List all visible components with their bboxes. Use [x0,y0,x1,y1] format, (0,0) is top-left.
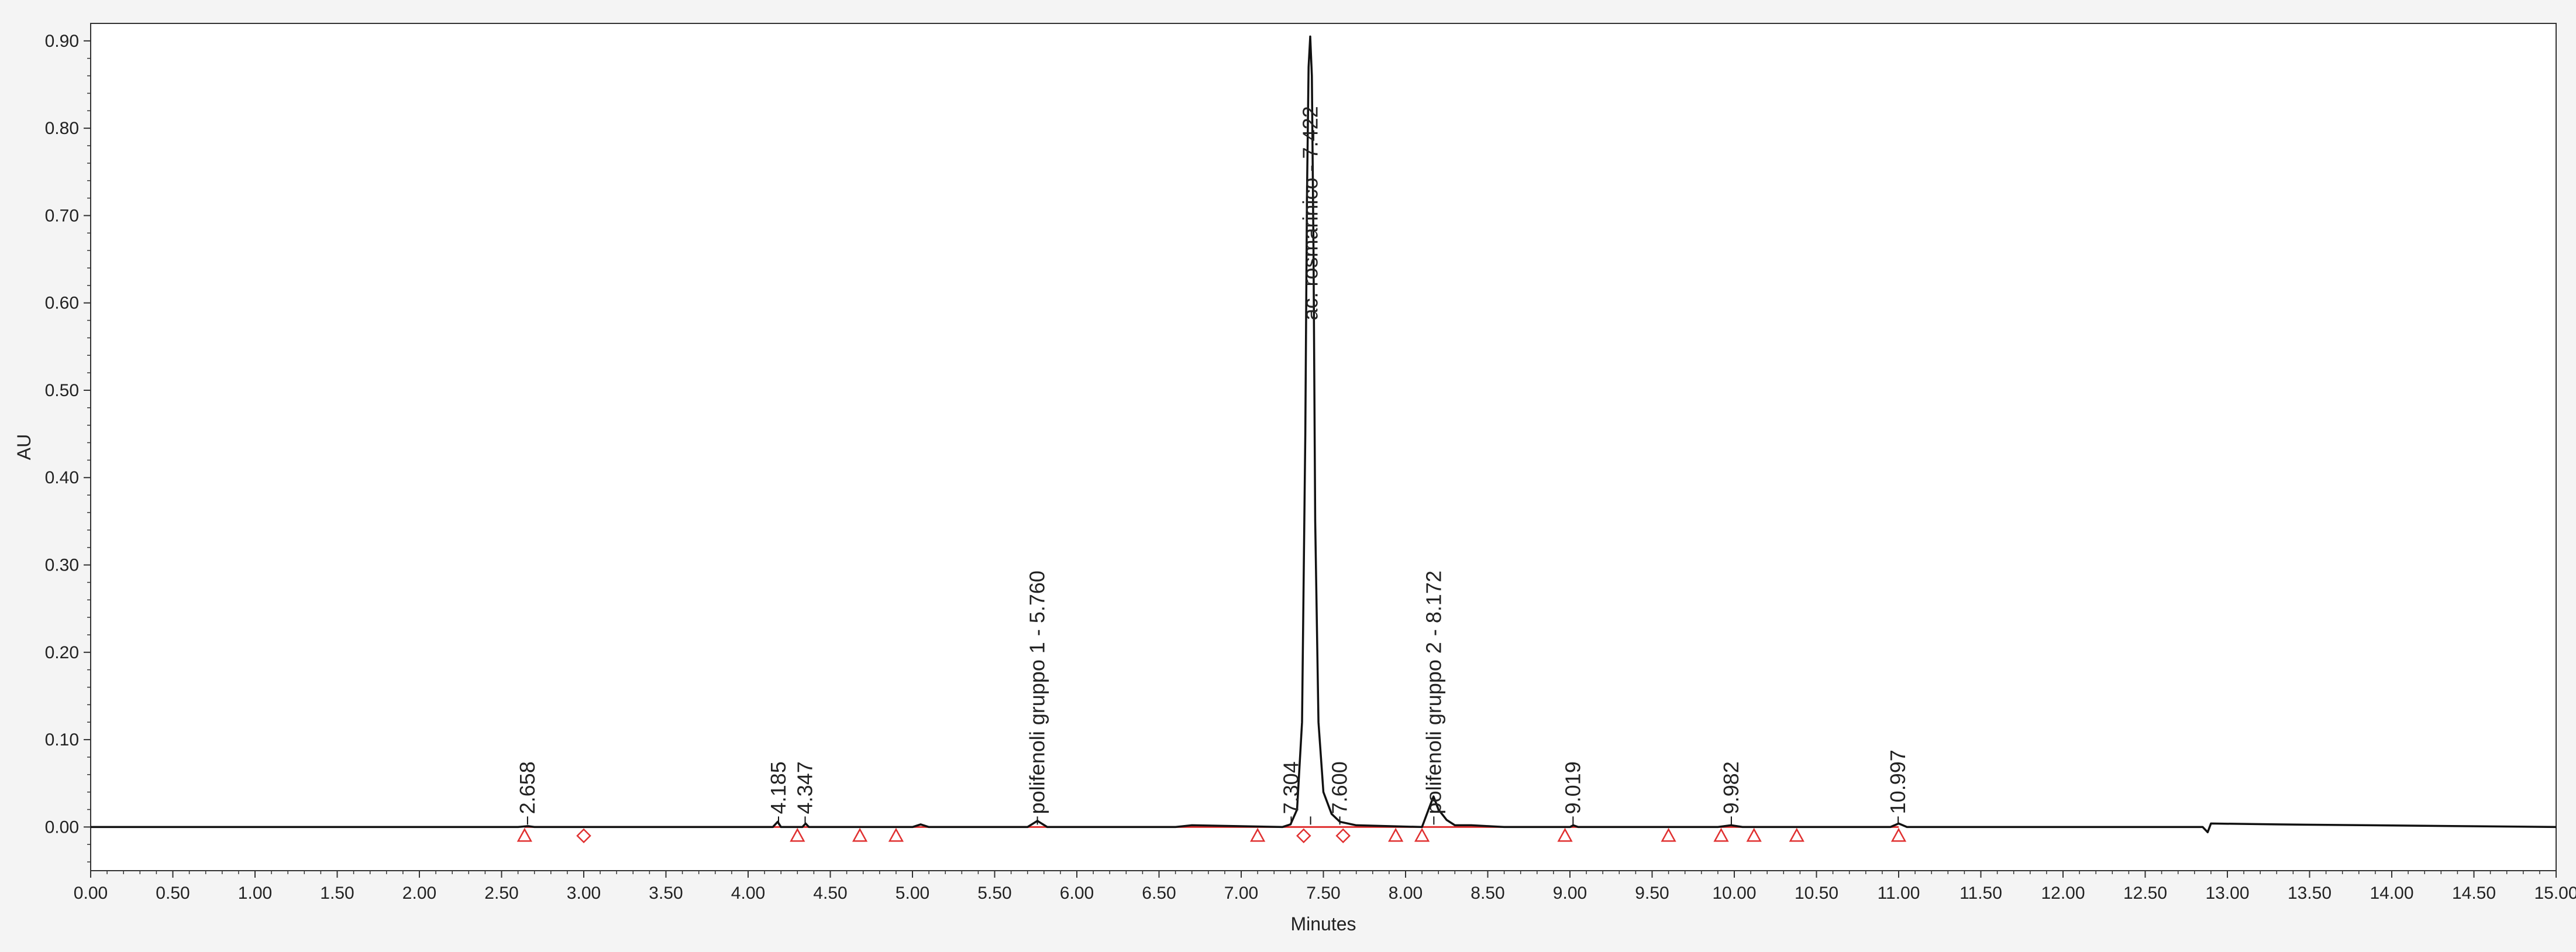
x-tick-label: 3.50 [649,884,683,903]
peak-label: 9.019 [1561,761,1585,814]
peak-start-marker [1789,827,1804,842]
x-tick-label: 1.50 [320,884,354,903]
x-tick-label: 7.00 [1224,884,1258,903]
y-tick-label: 0.20 [45,643,79,662]
x-tick-label: 15.00 [2534,884,2576,903]
peak-label: 2.658 [515,761,539,814]
x-tick-label: 11.50 [1959,884,2002,903]
peak-label: polifenoli gruppo 2 - 8.172 [1421,570,1445,814]
peak-label: 10.997 [1886,750,1910,814]
y-tick-label: 0.50 [45,381,79,400]
peak-start-marker [1661,827,1676,842]
peak-start-marker [516,827,532,842]
peak-end-marker [1335,828,1351,844]
x-tick-label: 5.50 [977,884,1011,903]
plot-area [90,23,2557,871]
x-tick-label: 2.50 [484,884,518,903]
x-tick-label: 12.00 [2041,884,2085,903]
x-tick-label: 8.50 [1470,884,1504,903]
y-tick-label: 0.10 [45,730,79,750]
peak-label: 4.185 [766,761,790,814]
x-tick-label: 14.00 [2370,884,2413,903]
peak-label: 4.347 [793,761,817,814]
peak-start-marker [1414,827,1430,842]
y-tick-label: 0.70 [45,206,79,225]
peak-label: 9.982 [1719,761,1743,814]
x-tick-label: 1.00 [238,884,272,903]
y-tick-label: 0.40 [45,468,79,487]
x-tick-label: 6.50 [1142,884,1176,903]
x-tick-label: 13.50 [2288,884,2332,903]
chromatogram-trace [91,35,2557,834]
x-tick-label: 11.00 [1878,884,1920,903]
peak-start-marker [1388,827,1404,842]
x-tick-label: 4.00 [731,884,765,903]
peak-start-marker [1249,827,1266,842]
peak-start-marker [1746,827,1762,842]
y-tick-label: 0.90 [45,32,79,51]
peak-start-marker [1890,827,1907,842]
y-axis-title: AU [13,434,35,460]
x-tick-label: 5.00 [896,884,929,903]
peak-label: ac. rosmarinico - 7.422 [1299,106,1323,320]
x-tick-label: 0.50 [156,884,190,903]
x-tick-label: 9.50 [1635,884,1669,903]
peak-label: polifenoli gruppo 1 - 5.760 [1025,570,1049,814]
peak-label: 7.304 [1279,761,1303,814]
peak-start-marker [1713,827,1729,842]
x-tick-label: 7.50 [1306,884,1340,903]
peak-start-marker [852,827,868,842]
x-axis-title: Minutes [1290,913,1356,934]
y-tick-label: 0.00 [45,817,79,837]
y-tick-label: 0.80 [45,119,79,138]
x-tick-label: 9.00 [1553,884,1587,903]
x-tick-label: 14.50 [2452,884,2496,903]
x-tick-label: 10.50 [1795,884,1838,903]
y-tick-label: 0.30 [45,556,79,575]
x-tick-label: 8.00 [1389,884,1423,903]
x-tick-label: 0.00 [74,884,108,903]
x-tick-label: 13.00 [2205,884,2249,903]
y-tick-label: 0.60 [45,294,79,313]
peak-end-marker [576,828,591,844]
peak-start-marker [790,827,805,842]
peak-start-marker [888,827,904,842]
x-tick-label: 6.00 [1060,884,1094,903]
peak-start-marker [1557,827,1573,842]
x-tick-label: 10.00 [1712,884,1756,903]
x-tick-label: 4.50 [813,884,847,903]
x-tick-label: 2.00 [402,884,436,903]
x-tick-label: 3.00 [567,884,601,903]
peak-label: 7.600 [1328,761,1352,814]
peak-end-marker [1296,828,1311,844]
x-tick-label: 12.50 [2123,884,2167,903]
